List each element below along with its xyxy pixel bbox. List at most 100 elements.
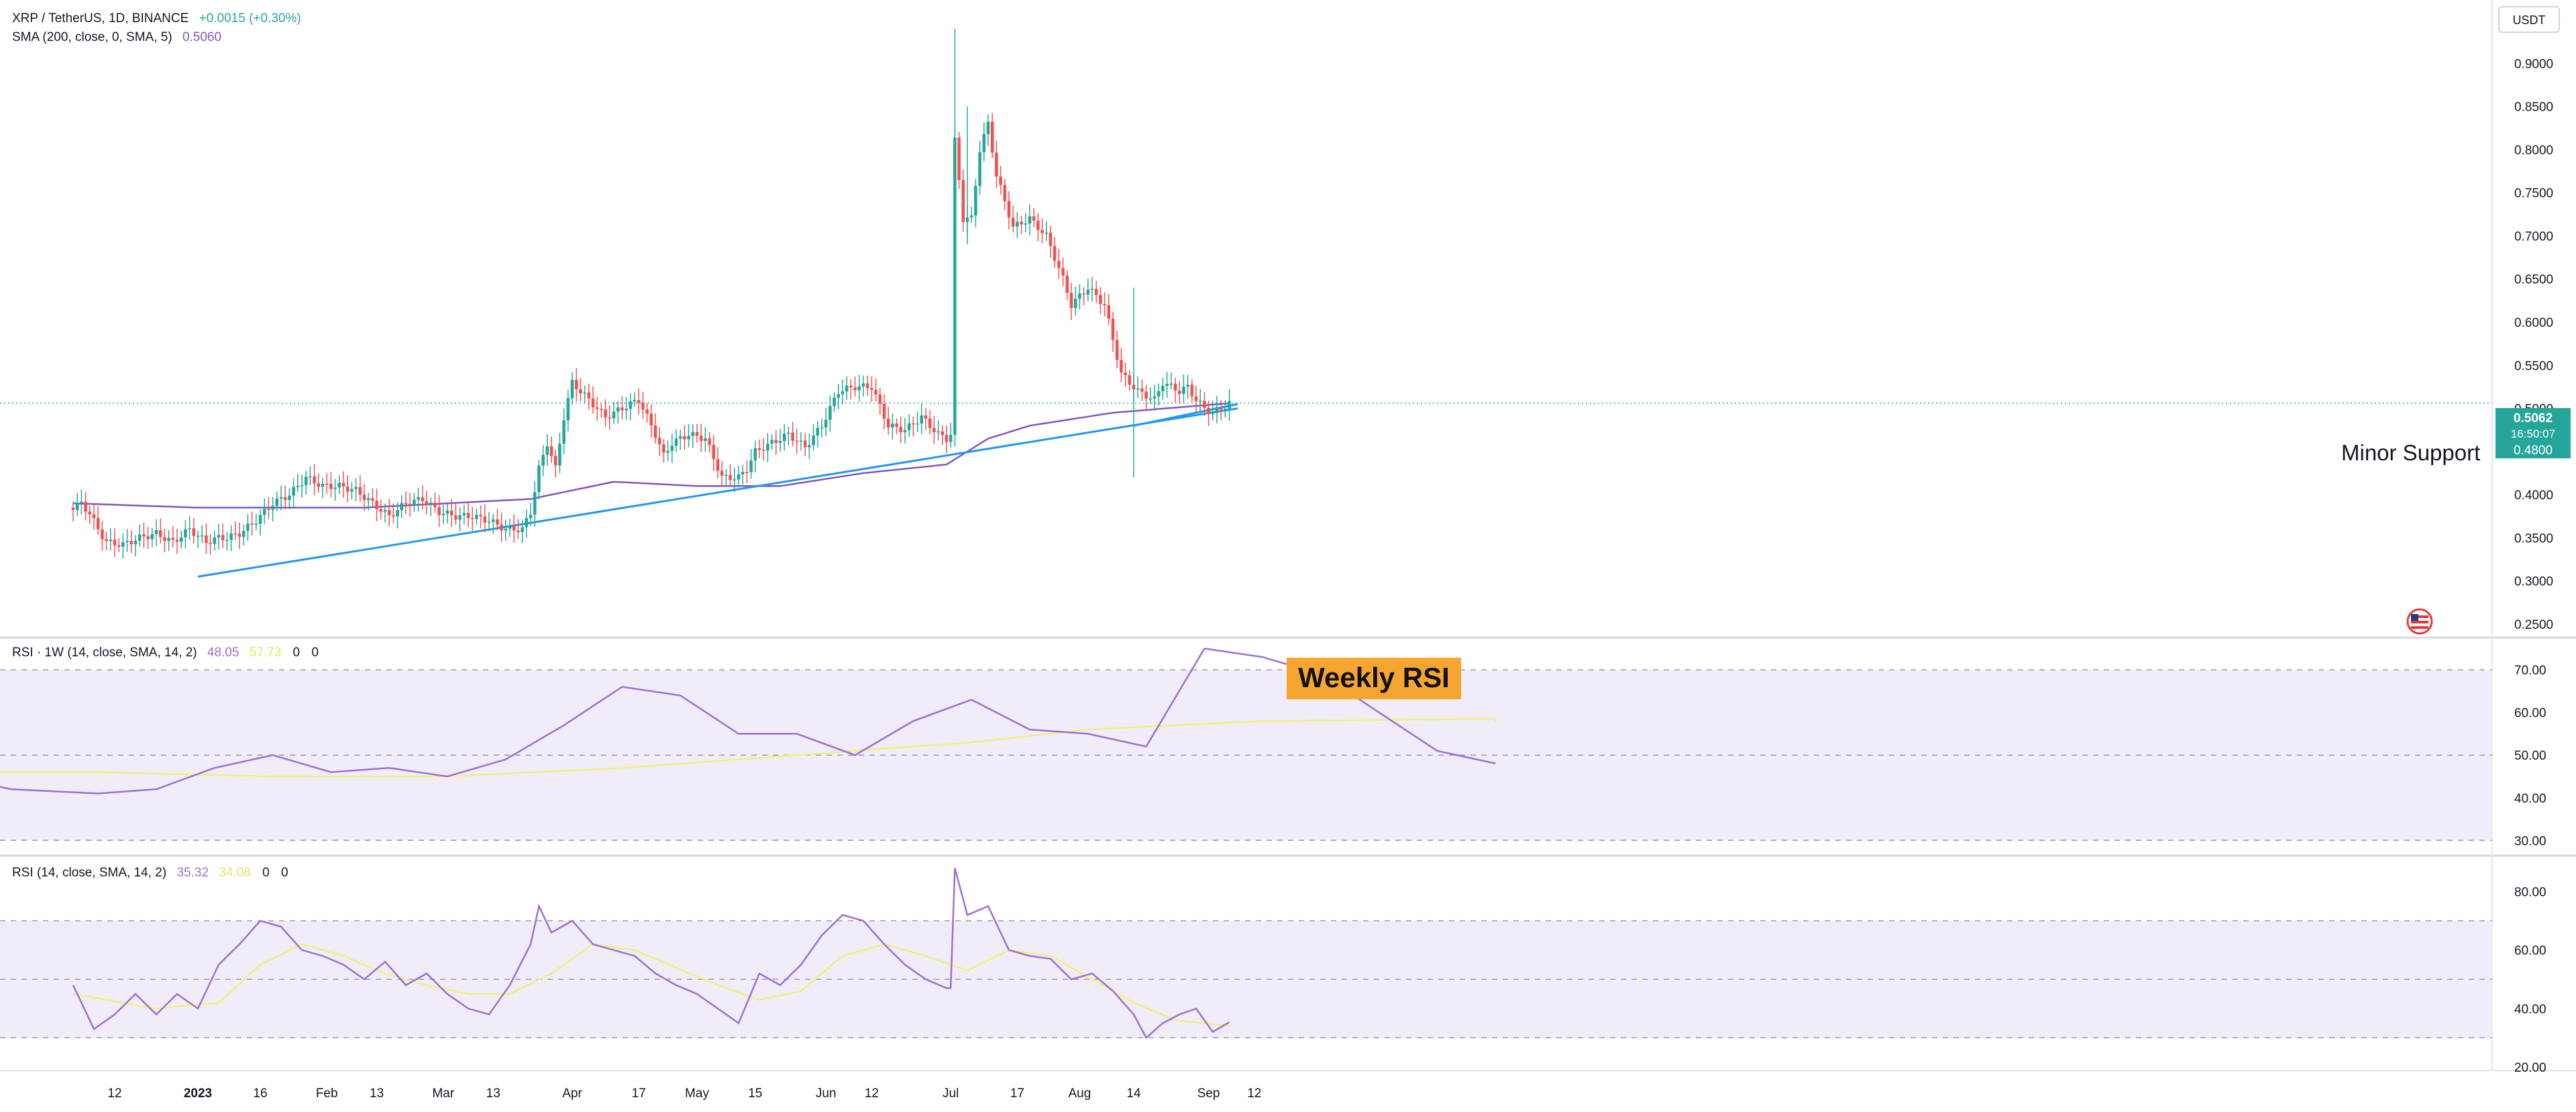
candle xyxy=(1016,212,1019,238)
weekly-rsi-annotation[interactable]: Weekly RSI xyxy=(1287,658,1461,699)
candle xyxy=(283,485,287,509)
candle xyxy=(1173,377,1177,403)
candle xyxy=(1115,330,1119,368)
candle xyxy=(138,524,142,547)
candle xyxy=(629,393,633,421)
candle xyxy=(1028,204,1032,236)
daily-rsi-sma-value: 34.08 xyxy=(219,866,251,880)
candle xyxy=(853,376,857,397)
time-tick-label: Apr xyxy=(562,1086,582,1101)
candle xyxy=(920,403,924,434)
candle xyxy=(1157,383,1161,406)
candle xyxy=(288,488,291,509)
candle xyxy=(849,379,853,400)
rsi-line xyxy=(0,648,1205,795)
candle xyxy=(749,449,753,479)
candle xyxy=(699,423,703,452)
candle xyxy=(974,179,977,228)
svg-text:SMA (200, close, 0, SMA, 5): SMA (200, close, 0, SMA, 5) 0.5060 xyxy=(12,30,221,44)
candle xyxy=(936,420,940,441)
candle xyxy=(413,493,416,512)
daily-rsi-value: 35.32 xyxy=(176,866,209,880)
candle xyxy=(504,519,508,541)
candle xyxy=(96,506,100,535)
candle xyxy=(820,418,824,438)
price-tick-label: 0.3500 xyxy=(2514,532,2553,546)
candle xyxy=(1094,281,1098,303)
minor-support-annotation[interactable]: Minor Support xyxy=(2341,440,2480,465)
candle xyxy=(1194,385,1198,413)
candle xyxy=(808,434,811,460)
candle xyxy=(812,424,815,451)
candle xyxy=(1144,385,1148,411)
candle xyxy=(566,389,570,432)
candle xyxy=(125,529,129,552)
candle xyxy=(549,436,553,464)
candle xyxy=(366,493,370,511)
candle xyxy=(870,376,873,402)
us-flag-icon[interactable] xyxy=(2406,608,2433,635)
rsi-sma-line xyxy=(0,717,1496,778)
rsi-tick-label: 20.00 xyxy=(2514,1061,2546,1075)
price-pane[interactable] xyxy=(0,0,2492,638)
candle xyxy=(217,523,221,550)
candle xyxy=(720,460,724,487)
rsi-tick-label: 40.00 xyxy=(2514,1003,2546,1017)
candle xyxy=(462,505,466,525)
candle xyxy=(437,495,441,527)
price-tick-label: 0.4000 xyxy=(2514,489,2553,503)
candle xyxy=(345,474,350,503)
candle xyxy=(466,501,470,527)
candle xyxy=(828,395,832,432)
candle xyxy=(1120,348,1123,383)
candle xyxy=(916,412,919,433)
candle xyxy=(179,530,183,549)
candle xyxy=(371,488,374,508)
candle xyxy=(458,507,462,532)
price-tick-label: 0.5500 xyxy=(2514,359,2553,373)
candle xyxy=(188,516,191,540)
candle xyxy=(396,501,399,529)
candle xyxy=(579,378,582,402)
candle xyxy=(209,534,212,555)
candle xyxy=(483,504,487,533)
svg-text:RSI · 1W (14, close, SMA, 14,: RSI · 1W (14, close, SMA, 14, 2) 48.05 5… xyxy=(12,646,319,660)
candle xyxy=(75,493,79,516)
current-price-tag: 0.5062 16:50:07 xyxy=(2496,408,2571,443)
candle xyxy=(861,375,865,397)
candle xyxy=(774,429,778,455)
candle xyxy=(716,447,720,478)
candle xyxy=(1152,385,1157,411)
candle xyxy=(425,491,429,515)
support-price-tag: 0.4800 xyxy=(2496,441,2571,458)
candle xyxy=(175,528,179,554)
candle xyxy=(545,434,549,466)
price-tick-label: 0.3000 xyxy=(2514,575,2553,589)
price-tick-label: 0.2500 xyxy=(2514,618,2553,632)
time-tick-label: 17 xyxy=(1010,1086,1024,1101)
candle xyxy=(221,523,225,548)
candle xyxy=(1086,279,1090,301)
candle xyxy=(787,426,790,446)
candle xyxy=(408,493,412,517)
candle xyxy=(101,521,104,551)
trendline-1[interactable] xyxy=(197,407,1238,578)
candle xyxy=(500,512,503,542)
candle xyxy=(653,413,657,444)
candle xyxy=(113,528,117,558)
candle xyxy=(1203,392,1206,416)
candle xyxy=(678,429,682,450)
candle xyxy=(400,495,404,518)
candle xyxy=(362,484,366,511)
candle xyxy=(1032,207,1036,228)
candle xyxy=(1198,389,1202,411)
svg-text:RSI (14, close, SMA, 14, 2): RSI (14, close, SMA, 14, 2) 35.32 34.08 … xyxy=(12,866,288,880)
candle xyxy=(1020,215,1023,235)
currency-button[interactable]: USDT xyxy=(2498,6,2560,33)
candle xyxy=(600,403,603,418)
candle xyxy=(205,523,208,554)
candle xyxy=(71,501,75,521)
candle xyxy=(1215,395,1219,423)
price-tick-label: 0.6000 xyxy=(2514,316,2553,330)
candle xyxy=(142,522,146,548)
